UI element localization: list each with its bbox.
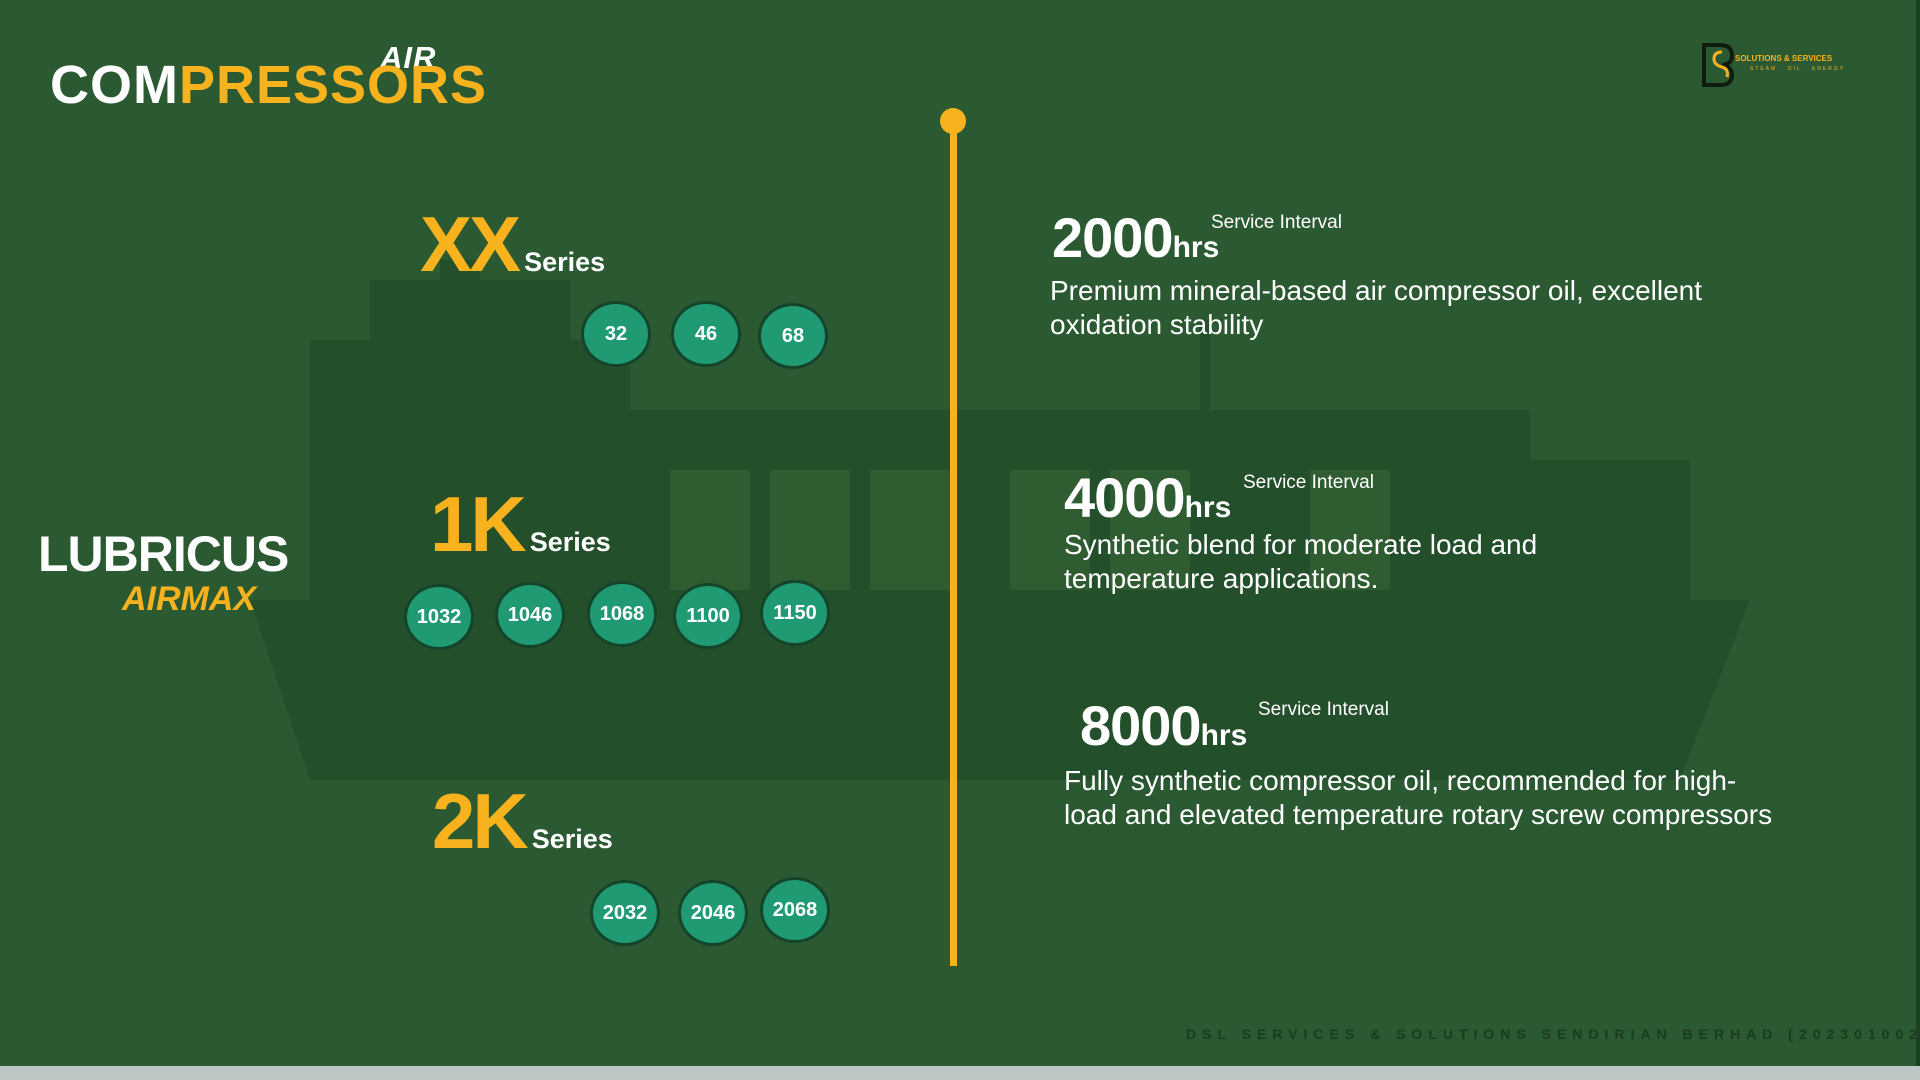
company-logo: SOLUTIONS & SERVICES STEAM · OIL · ENERG… (1700, 42, 1860, 90)
interval-8000: 8000hrs Service Interval (1080, 698, 1389, 754)
interval-unit: hrs (1172, 231, 1220, 264)
interval-hours: 8000 (1080, 694, 1202, 757)
timeline-line (950, 120, 957, 966)
logo-text: SOLUTIONS & SERVICES (1735, 54, 1833, 63)
interval-caption: Service Interval (1211, 212, 1342, 233)
interval-hours: 4000 (1064, 466, 1186, 529)
grade-badge: 2068 (760, 877, 830, 943)
interval-description: Premium mineral-based air compressor oil… (1050, 275, 1703, 340)
interval-caption: Service Interval (1243, 472, 1374, 493)
series-code: 2K (432, 777, 529, 865)
grade-badge: 68 (758, 303, 828, 369)
grade-badge: 1032 (404, 584, 474, 650)
grade-badge: 1150 (760, 580, 830, 646)
logo-mark-icon (1702, 43, 1734, 87)
series-code: XX (420, 200, 521, 288)
grade-badge: 46 (671, 301, 741, 367)
interval-unit: hrs (1184, 491, 1232, 524)
brand-subname: AIRMAX (122, 580, 257, 618)
interval-description: Synthetic blend for moderate load and te… (1064, 529, 1538, 594)
logo-tagline: STEAM · OIL · ENERGY (1750, 66, 1846, 72)
right-edge-strip (1916, 0, 1920, 1066)
interval-4000: 4000hrs Service Interval (1064, 470, 1374, 526)
series-2k-heading: 2K Series (432, 782, 613, 860)
series-code: 1K (430, 480, 527, 568)
title-white-part: COM (50, 55, 179, 115)
interval-description: Fully synthetic compressor oil, recommen… (1064, 765, 1773, 830)
grade-badge: 2032 (590, 880, 660, 946)
grade-badge: 2046 (678, 880, 748, 946)
series-label: Series (529, 527, 611, 557)
interval-hours: 2000 (1052, 206, 1174, 269)
grade-badge: 1068 (587, 581, 657, 647)
bottom-edge-strip (0, 1066, 1920, 1080)
interval-unit: hrs (1200, 719, 1248, 752)
series-xx-heading: XX Series (420, 205, 605, 283)
page-title: COMPRESSORS (50, 58, 487, 112)
series-1k-heading: 1K Series (430, 485, 611, 563)
interval-caption: Service Interval (1258, 699, 1389, 720)
company-registration-footer: DSL SERVICES & SOLUTIONS SENDIRIAN BERHA… (1186, 1026, 1920, 1042)
series-label: Series (531, 824, 613, 854)
timeline-dot (940, 108, 966, 134)
grade-badge: 32 (581, 301, 651, 367)
series-label: Series (524, 247, 606, 277)
interval-2000: 2000hrs Service Interval (1052, 210, 1342, 266)
grade-badge: 1100 (673, 583, 743, 649)
grade-badge: 1046 (495, 582, 565, 648)
brand-name: LUBRICUS (38, 526, 289, 582)
title-prefix: AIR (380, 40, 437, 75)
title-yellow-part: PRESSORS (178, 55, 488, 115)
